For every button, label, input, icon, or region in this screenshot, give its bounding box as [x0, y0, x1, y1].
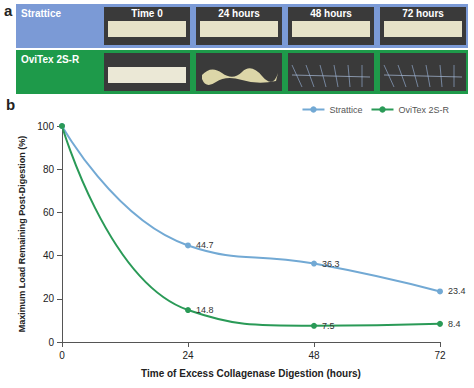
svg-text:60: 60: [43, 207, 55, 218]
svg-text:7.5: 7.5: [322, 321, 335, 331]
svg-text:100: 100: [37, 121, 54, 132]
html-text:OviTex 2S-R: OviTex 2S-R: [21, 54, 80, 65]
svg-text:0: 0: [59, 350, 65, 361]
svg-text:23.4: 23.4: [448, 286, 466, 296]
html-text:24 hours: 24 hours: [218, 8, 260, 19]
html-text:b: b: [6, 96, 16, 113]
svg-text:Strattice: Strattice: [329, 105, 362, 115]
html-text:72 hours: 72 hours: [402, 8, 444, 19]
svg-text:Time of Excess Collagenase Dig: Time of Excess Collagenase Digestion (ho…: [141, 368, 361, 379]
svg-text:48: 48: [308, 350, 320, 361]
svg-text:8.4: 8.4: [448, 319, 461, 329]
svg-text:OviTex 2S-R: OviTex 2S-R: [398, 105, 449, 115]
svg-text:20: 20: [43, 293, 55, 304]
svg-text:Maximum Load Remaining Post-Di: Maximum Load Remaining Post-Digestion (%…: [17, 136, 27, 333]
svg-text:44.7: 44.7: [196, 240, 214, 250]
html-text:48 hours: 48 hours: [310, 8, 352, 19]
html-text:Time 0: Time 0: [131, 8, 163, 19]
svg-text:40: 40: [43, 250, 55, 261]
svg-text:14.8: 14.8: [196, 305, 214, 315]
svg-text:24: 24: [182, 350, 194, 361]
html-text:a: a: [4, 2, 13, 19]
svg-text:72: 72: [434, 350, 446, 361]
svg-text:0: 0: [48, 337, 54, 348]
svg-text:36.3: 36.3: [322, 259, 340, 269]
svg-text:80: 80: [43, 164, 55, 175]
html-text:Strattice: Strattice: [21, 8, 61, 19]
